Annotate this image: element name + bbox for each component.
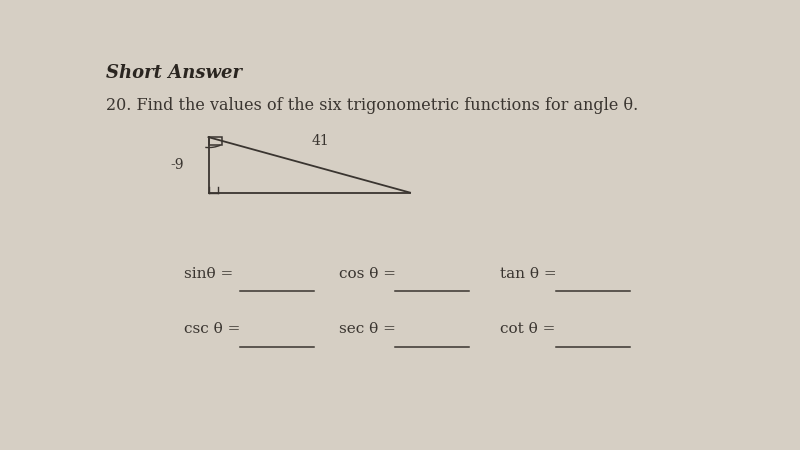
Text: cos θ =: cos θ = — [338, 267, 396, 281]
Text: csc θ =: csc θ = — [184, 322, 240, 337]
Text: cot θ =: cot θ = — [500, 322, 555, 337]
Text: 20. Find the values of the six trigonometric functions for angle θ.: 20. Find the values of the six trigonome… — [106, 97, 638, 114]
Text: -9: -9 — [170, 158, 184, 172]
Text: 41: 41 — [311, 134, 329, 148]
Text: sinθ =: sinθ = — [184, 267, 233, 281]
Text: Short Answer: Short Answer — [106, 64, 242, 82]
Text: tan θ =: tan θ = — [500, 267, 557, 281]
Text: sec θ =: sec θ = — [338, 322, 395, 337]
